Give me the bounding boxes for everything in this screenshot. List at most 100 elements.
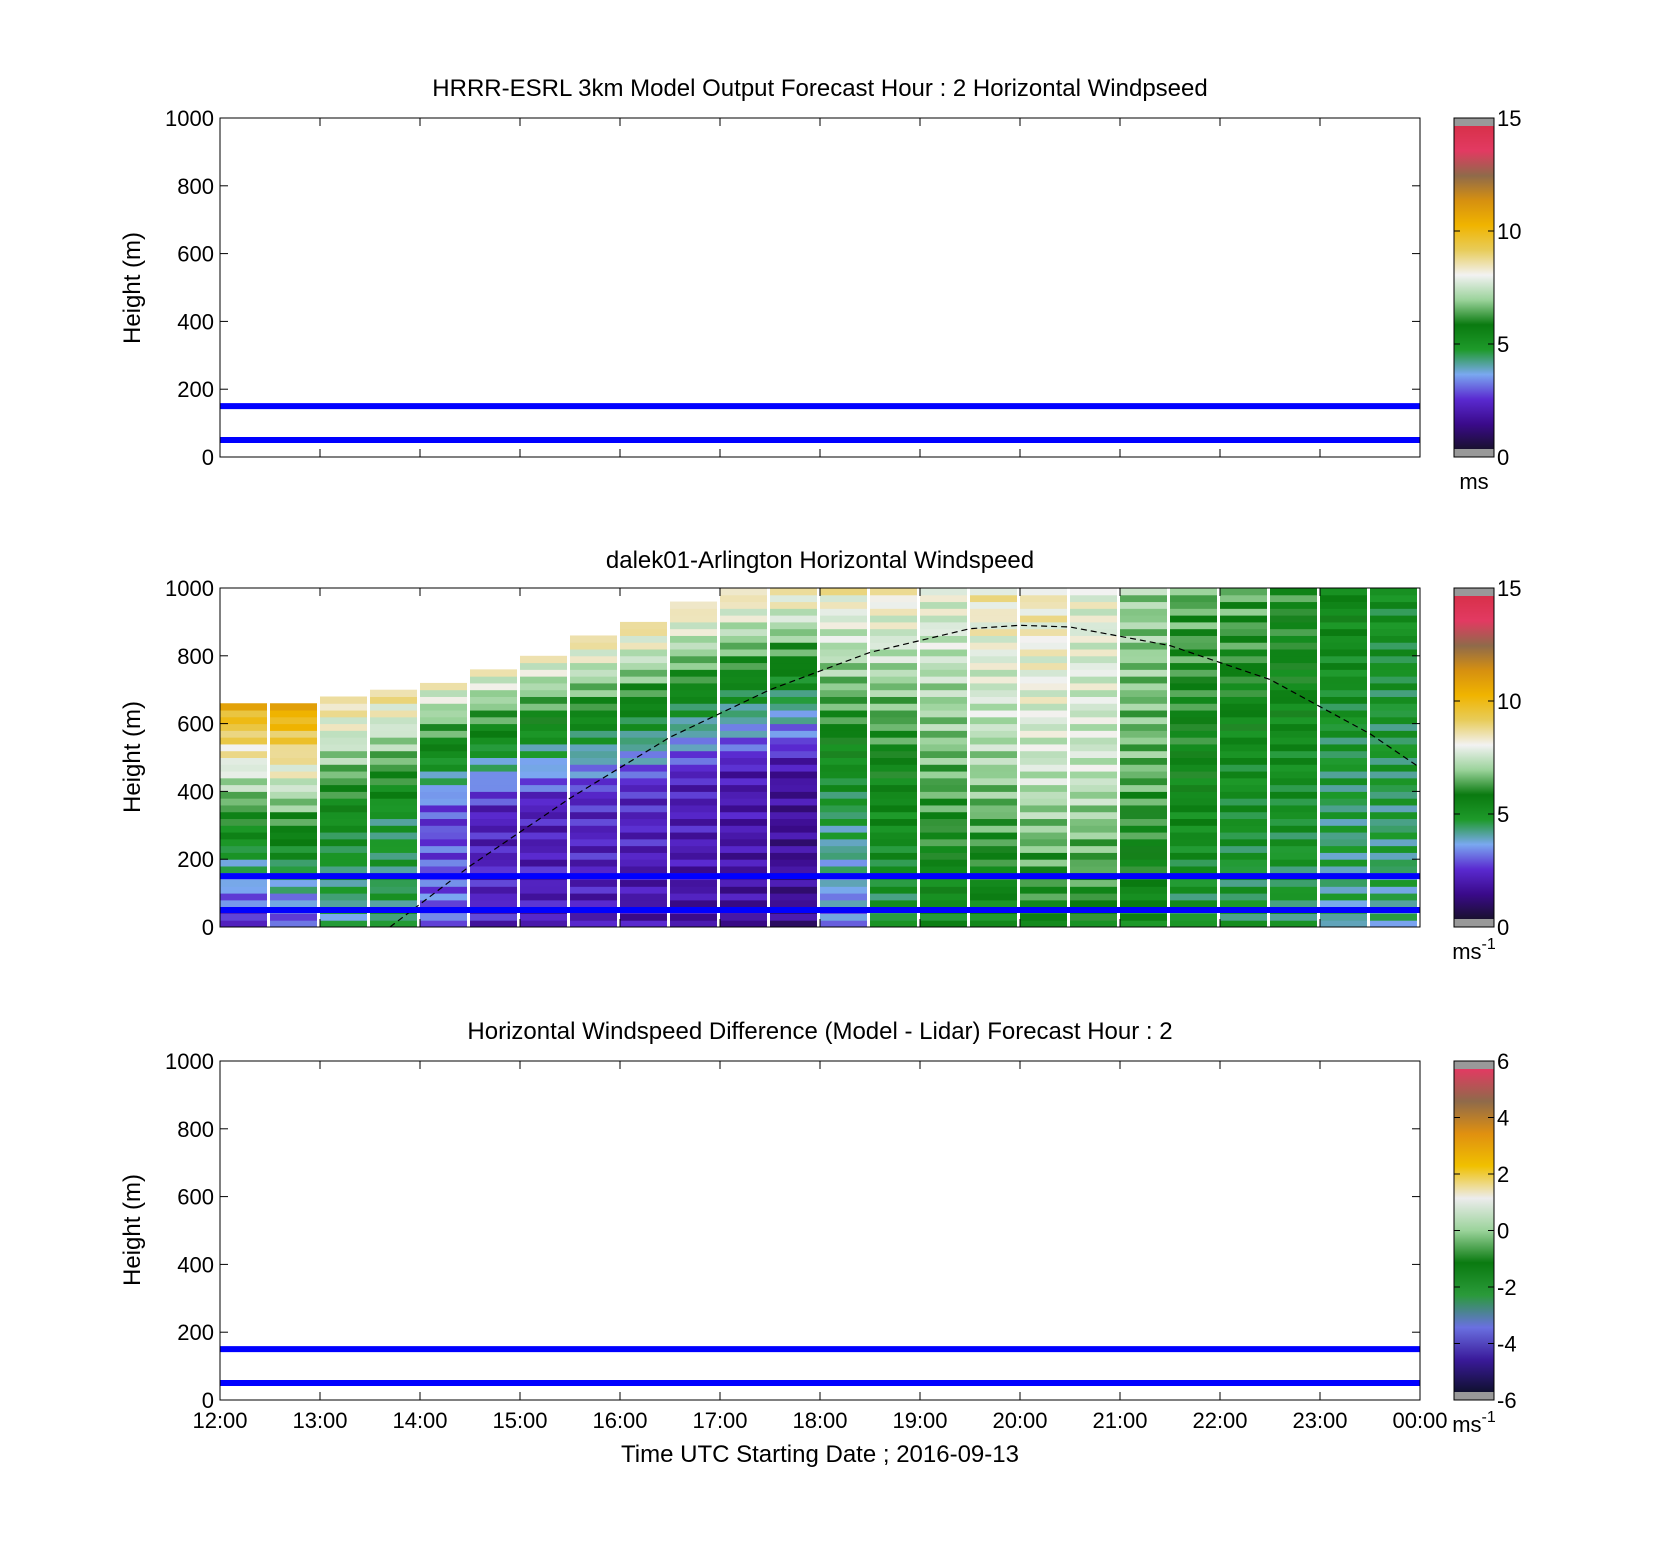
heatmap-cell bbox=[270, 743, 317, 752]
heatmap-cell bbox=[570, 893, 617, 901]
heatmap-cell bbox=[270, 723, 317, 731]
heatmap-cell bbox=[370, 798, 417, 806]
heatmap-cell bbox=[1320, 798, 1367, 806]
colorbar-unit: ms-1 bbox=[1452, 936, 1496, 964]
heatmap-cell bbox=[1370, 703, 1417, 711]
heatmap-cell bbox=[1370, 649, 1417, 657]
heatmap-cell bbox=[670, 893, 717, 901]
heatmap-cell bbox=[620, 886, 667, 894]
heatmap-cell bbox=[1270, 818, 1317, 826]
heatmap-cell bbox=[1070, 899, 1117, 908]
heatmap-cell bbox=[870, 845, 917, 853]
heatmap-cell bbox=[1220, 662, 1267, 670]
heatmap-cell bbox=[970, 899, 1017, 908]
heatmap-cell bbox=[1070, 737, 1117, 745]
heatmap-cell bbox=[520, 920, 567, 927]
heatmap-cell bbox=[270, 832, 317, 840]
heatmap-cell bbox=[1070, 594, 1117, 603]
heatmap-cell bbox=[1270, 886, 1317, 894]
heatmap-cell bbox=[1220, 859, 1267, 867]
heatmap-cell bbox=[720, 832, 767, 840]
heatmap-cell bbox=[1070, 852, 1117, 860]
heatmap-cell bbox=[870, 750, 917, 758]
heatmap-cell bbox=[520, 737, 567, 745]
heatmap-cell bbox=[1270, 852, 1317, 860]
heatmap-cell bbox=[320, 838, 367, 847]
heatmap-cell bbox=[570, 703, 617, 711]
colorbar-tick-label: 5 bbox=[1497, 802, 1509, 827]
heatmap-cell bbox=[320, 791, 367, 799]
heatmap-cell bbox=[770, 737, 817, 745]
x-ticks bbox=[219, 1061, 1421, 1400]
heatmap-cell bbox=[720, 893, 767, 901]
heatmap-cell bbox=[620, 920, 667, 927]
heatmap-cell bbox=[270, 893, 317, 901]
heatmap-cell bbox=[720, 913, 767, 921]
heatmap-cell bbox=[470, 791, 517, 799]
heatmap-cell bbox=[770, 703, 817, 711]
heatmap-cell bbox=[1170, 594, 1217, 603]
heatmap-cell bbox=[1220, 723, 1267, 731]
heatmap-cell bbox=[820, 608, 867, 616]
heatmap-cell bbox=[570, 737, 617, 745]
heatmap-cell bbox=[320, 832, 367, 840]
heatmap-cell bbox=[1070, 723, 1117, 731]
heatmap-cell bbox=[1070, 628, 1117, 636]
heatmap-cell bbox=[1120, 608, 1167, 616]
heatmap-cell bbox=[1170, 676, 1217, 684]
heatmap-cell bbox=[320, 920, 367, 927]
heatmap-cell bbox=[720, 669, 767, 677]
heatmap-cell bbox=[720, 886, 767, 894]
heatmap-cell bbox=[420, 771, 467, 779]
heatmap-cell bbox=[420, 723, 467, 731]
heatmap-cell bbox=[420, 920, 467, 927]
heatmap-cell bbox=[370, 750, 417, 758]
heatmap-cell bbox=[520, 804, 567, 813]
heatmap-cell bbox=[720, 784, 767, 792]
heatmap-cell bbox=[970, 682, 1017, 691]
heatmap-cell bbox=[1120, 838, 1167, 847]
y-tick-label: 200 bbox=[177, 1320, 214, 1345]
heatmap-cell bbox=[1170, 750, 1217, 758]
heatmap-cell bbox=[1120, 676, 1167, 684]
heatmap-cell bbox=[720, 601, 767, 609]
heatmap-cell bbox=[1270, 771, 1317, 779]
heatmap-cell bbox=[970, 649, 1017, 657]
heatmap-cell bbox=[470, 750, 517, 758]
heatmap-cell bbox=[920, 628, 967, 636]
heatmap-cell bbox=[720, 642, 767, 650]
heatmap-cell bbox=[1320, 730, 1367, 738]
colorbar-gradient bbox=[1454, 126, 1494, 449]
y-tick-label: 800 bbox=[177, 1117, 214, 1142]
heatmap-cell bbox=[870, 899, 917, 908]
heatmap-cell bbox=[870, 655, 917, 664]
heatmap-cell bbox=[270, 859, 317, 867]
colorbar-gradient bbox=[1454, 596, 1494, 919]
heatmap-cell bbox=[420, 764, 467, 772]
heatmap-cell bbox=[1370, 628, 1417, 636]
heatmap-cell bbox=[1170, 804, 1217, 813]
heatmap-cell bbox=[1070, 750, 1117, 758]
heatmap-cell bbox=[670, 608, 717, 616]
heatmap-cell bbox=[620, 825, 667, 833]
heatmap-cell bbox=[620, 723, 667, 731]
x-axis-label: Time UTC Starting Date ; 2016-09-13 bbox=[621, 1441, 1019, 1468]
heatmap-cell bbox=[1020, 893, 1067, 901]
heatmap-cell bbox=[1020, 689, 1067, 697]
heatmap-cell bbox=[620, 764, 667, 772]
heatmap-cell bbox=[670, 811, 717, 820]
heatmap-cell bbox=[1220, 608, 1267, 616]
y-tick-label: 200 bbox=[177, 847, 214, 872]
heatmap-cell bbox=[270, 852, 317, 860]
heatmap-cell bbox=[670, 649, 717, 657]
heatmap-cell bbox=[1270, 750, 1317, 758]
heatmap-cell bbox=[1220, 798, 1267, 806]
heatmap-cell bbox=[920, 804, 967, 813]
heatmap-cell bbox=[1120, 764, 1167, 772]
heatmap-cell bbox=[720, 628, 767, 636]
heatmap-cell bbox=[1270, 682, 1317, 691]
heatmap-cell bbox=[520, 743, 567, 752]
heatmap-cell bbox=[770, 859, 817, 867]
heatmap-cell bbox=[520, 676, 567, 684]
heatmap-cell bbox=[920, 865, 967, 874]
